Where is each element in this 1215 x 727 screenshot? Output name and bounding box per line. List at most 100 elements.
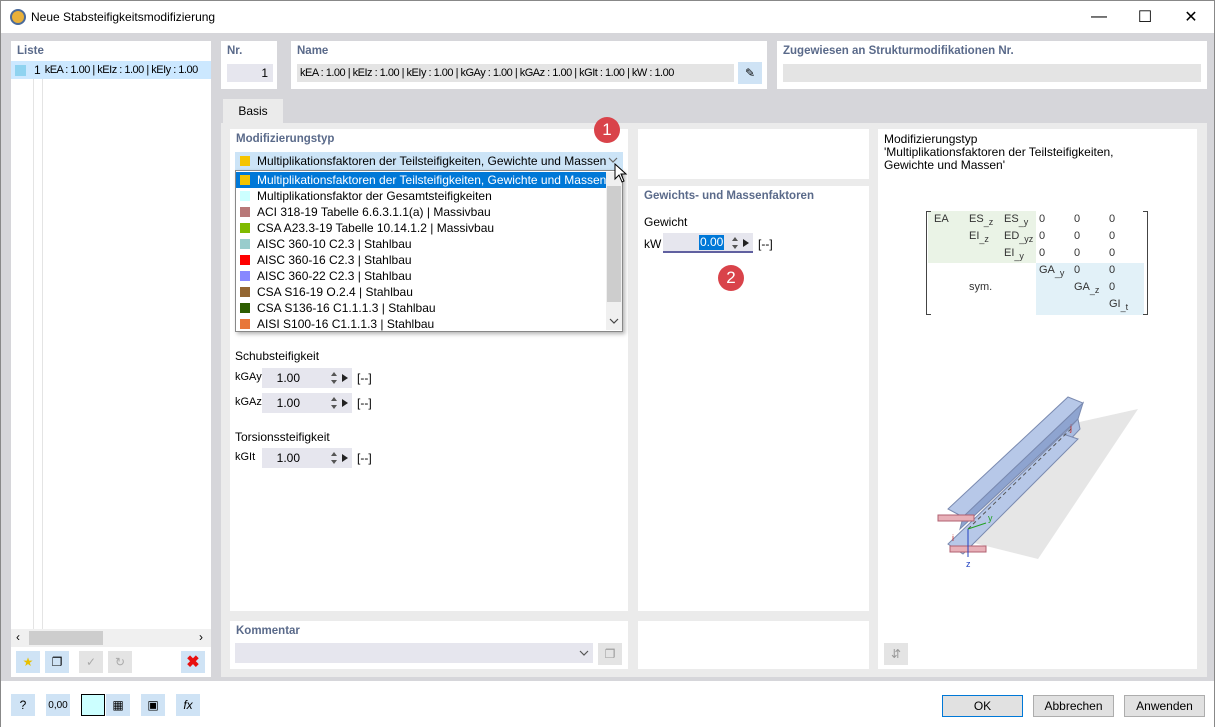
color-swatch bbox=[240, 319, 250, 329]
factor-input[interactable]: 1.00 bbox=[262, 368, 352, 388]
cursor-icon bbox=[614, 163, 628, 183]
factor-label: kGAz bbox=[235, 396, 262, 408]
weight-subheader: Gewicht bbox=[644, 215, 688, 229]
kw-unit: [--] bbox=[758, 237, 773, 251]
view-button[interactable]: ▣ bbox=[141, 694, 165, 716]
swap-icon: ⇵ bbox=[890, 647, 902, 661]
color-button[interactable] bbox=[81, 694, 105, 716]
comment-header: Kommentar bbox=[236, 625, 300, 637]
matrix-cell: GA_y bbox=[1039, 264, 1065, 278]
weight-panel: Gewichts- und Massenfaktoren Gewicht kW … bbox=[638, 186, 869, 611]
factor-label: kGAy bbox=[235, 371, 262, 383]
color-swatch bbox=[240, 303, 250, 313]
display-button[interactable]: ▦ bbox=[106, 694, 130, 716]
new-item-button[interactable]: ★ bbox=[16, 651, 40, 673]
new-icon: ★ bbox=[22, 655, 34, 669]
edit-name-button[interactable]: ✎ bbox=[738, 62, 762, 84]
close-button[interactable]: ✕ bbox=[1184, 9, 1198, 26]
dropdown-option[interactable]: CSA S136-16 C1.1.1.3 | Stahlbau bbox=[236, 300, 606, 316]
spin-icon[interactable] bbox=[731, 236, 739, 250]
torsion-header: Torsionssteifigkeit bbox=[235, 430, 330, 444]
item-number: 1 bbox=[34, 63, 41, 77]
dropdown-option[interactable]: CSA A23.3-19 Tabelle 10.14.1.2 | Massivb… bbox=[236, 220, 606, 236]
cancel-button[interactable]: Abbrechen bbox=[1033, 695, 1114, 717]
apply-button[interactable]: Anwenden bbox=[1124, 695, 1205, 717]
matrix-cell: 0 bbox=[1039, 247, 1046, 259]
info-line: Gewichte und Massen' bbox=[884, 158, 1006, 172]
matrix-cell: 0 bbox=[1039, 230, 1046, 242]
item-label: kEA : 1.00 | kEIz : 1.00 | kEIy : 1.00 bbox=[44, 64, 199, 76]
color-swatch bbox=[240, 287, 250, 297]
dropdown-option[interactable]: AISC 360-10 C2.3 | Stahlbau bbox=[236, 236, 606, 252]
matrix-cell: EI_z bbox=[969, 230, 989, 244]
formula-button[interactable]: fx bbox=[176, 694, 200, 716]
factor-input[interactable]: 1.00 bbox=[262, 448, 352, 468]
dropdown-option[interactable]: Multiplikationsfaktoren der Teilsteifigk… bbox=[236, 172, 606, 188]
dropdown-option[interactable]: ACI 318-19 Tabelle 6.6.3.1.1(a) | Massiv… bbox=[236, 204, 606, 220]
dropdown-option[interactable]: Multiplikationsfaktor der Gesamtsteifigk… bbox=[236, 188, 606, 204]
scroll-right-icon[interactable]: › bbox=[199, 630, 203, 644]
scroll-down-icon[interactable] bbox=[609, 318, 619, 325]
display-icon: ▦ bbox=[112, 698, 124, 712]
window-title: Neue Stabsteifigkeitsmodifizierung bbox=[31, 10, 216, 24]
node-j-label: j bbox=[1069, 423, 1072, 433]
maximize-button[interactable]: ☐ bbox=[1137, 9, 1153, 26]
annotation-badge-1: 1 bbox=[594, 117, 620, 143]
delete-button[interactable]: ✖ bbox=[181, 651, 205, 673]
list-item[interactable]: 1 kEA : 1.00 | kEIz : 1.00 | kEIy : 1.00 bbox=[11, 61, 211, 79]
matrix-cell: 0 bbox=[1074, 247, 1081, 259]
name-field[interactable]: kEA : 1.00 | kEIz : 1.00 | kEIy : 1.00 |… bbox=[297, 64, 734, 82]
kw-input[interactable]: 0.00 bbox=[663, 233, 753, 253]
units-icon: 0,00 bbox=[48, 699, 68, 711]
arrow-right-icon[interactable] bbox=[743, 239, 749, 247]
matrix-cell: 0 bbox=[1109, 281, 1116, 293]
modtype-header: Modifizierungstyp bbox=[236, 133, 335, 145]
arrow-right-icon[interactable] bbox=[342, 454, 348, 462]
scroll-thumb[interactable] bbox=[29, 631, 103, 645]
swap-view-button[interactable]: ⇵ bbox=[884, 643, 908, 665]
ok-button[interactable]: OK bbox=[942, 695, 1023, 717]
matrix-cell: 0 bbox=[1074, 230, 1081, 242]
kw-value: 0.00 bbox=[699, 235, 725, 250]
spin-icon[interactable] bbox=[330, 396, 338, 410]
copy-item-button[interactable]: ❐ bbox=[45, 651, 69, 673]
matrix-cell: 0 bbox=[1109, 213, 1116, 225]
arrow-right-icon[interactable] bbox=[342, 399, 348, 407]
bottom-bar: ? 0,00 ▦ ▣ fx OK Abbrechen Anwenden bbox=[1, 681, 1214, 727]
color-swatch bbox=[240, 156, 250, 166]
option-label: ACI 318-19 Tabelle 6.6.3.1.1(a) | Massiv… bbox=[257, 205, 491, 219]
check-button[interactable]: ✓ bbox=[79, 651, 103, 673]
axis-y-label: y bbox=[988, 513, 993, 523]
chevron-down-icon[interactable] bbox=[579, 650, 589, 657]
assigned-panel: Zugewiesen an Strukturmodifikationen Nr. bbox=[777, 41, 1207, 89]
comment-library-button[interactable]: ❐ bbox=[598, 643, 622, 665]
dropdown-scrollbar[interactable] bbox=[606, 172, 622, 330]
tab-basis[interactable]: Basis bbox=[223, 99, 283, 124]
dropdown-option[interactable]: AISC 360-16 C2.3 | Stahlbau bbox=[236, 252, 606, 268]
uncheck-button[interactable]: ↻ bbox=[108, 651, 132, 673]
horizontal-scrollbar[interactable]: ‹ › bbox=[11, 629, 211, 647]
dropdown-option[interactable]: CSA S16-19 O.2.4 | Stahlbau bbox=[236, 284, 606, 300]
assigned-field[interactable] bbox=[783, 64, 1201, 82]
help-button[interactable]: ? bbox=[11, 694, 35, 716]
option-label: AISI S100-16 C1.1.1.3 | Stahlbau bbox=[257, 317, 435, 331]
view-icon: ▣ bbox=[147, 698, 159, 712]
chevron-down-icon bbox=[608, 157, 618, 163]
factor-unit: [--] bbox=[357, 371, 372, 385]
color-swatch bbox=[240, 255, 250, 265]
factor-value: 1.00 bbox=[276, 371, 300, 385]
matrix-cell: GA_z bbox=[1074, 281, 1100, 295]
scroll-left-icon[interactable]: ‹ bbox=[16, 630, 20, 644]
minimize-button[interactable]: — bbox=[1091, 8, 1107, 25]
nr-field[interactable]: 1 bbox=[227, 64, 273, 82]
dropdown-option[interactable]: AISI S100-16 C1.1.1.3 | Stahlbau bbox=[236, 316, 606, 332]
spin-icon[interactable] bbox=[330, 451, 338, 465]
spin-icon[interactable] bbox=[330, 371, 338, 385]
modtype-select[interactable]: Multiplikationsfaktoren der Teilsteifigk… bbox=[235, 152, 623, 170]
scroll-thumb[interactable] bbox=[607, 186, 621, 302]
units-button[interactable]: 0,00 bbox=[46, 694, 70, 716]
factor-input[interactable]: 1.00 bbox=[262, 393, 352, 413]
arrow-right-icon[interactable] bbox=[342, 374, 348, 382]
comment-input[interactable] bbox=[235, 643, 593, 663]
dropdown-option[interactable]: AISC 360-22 C2.3 | Stahlbau bbox=[236, 268, 606, 284]
